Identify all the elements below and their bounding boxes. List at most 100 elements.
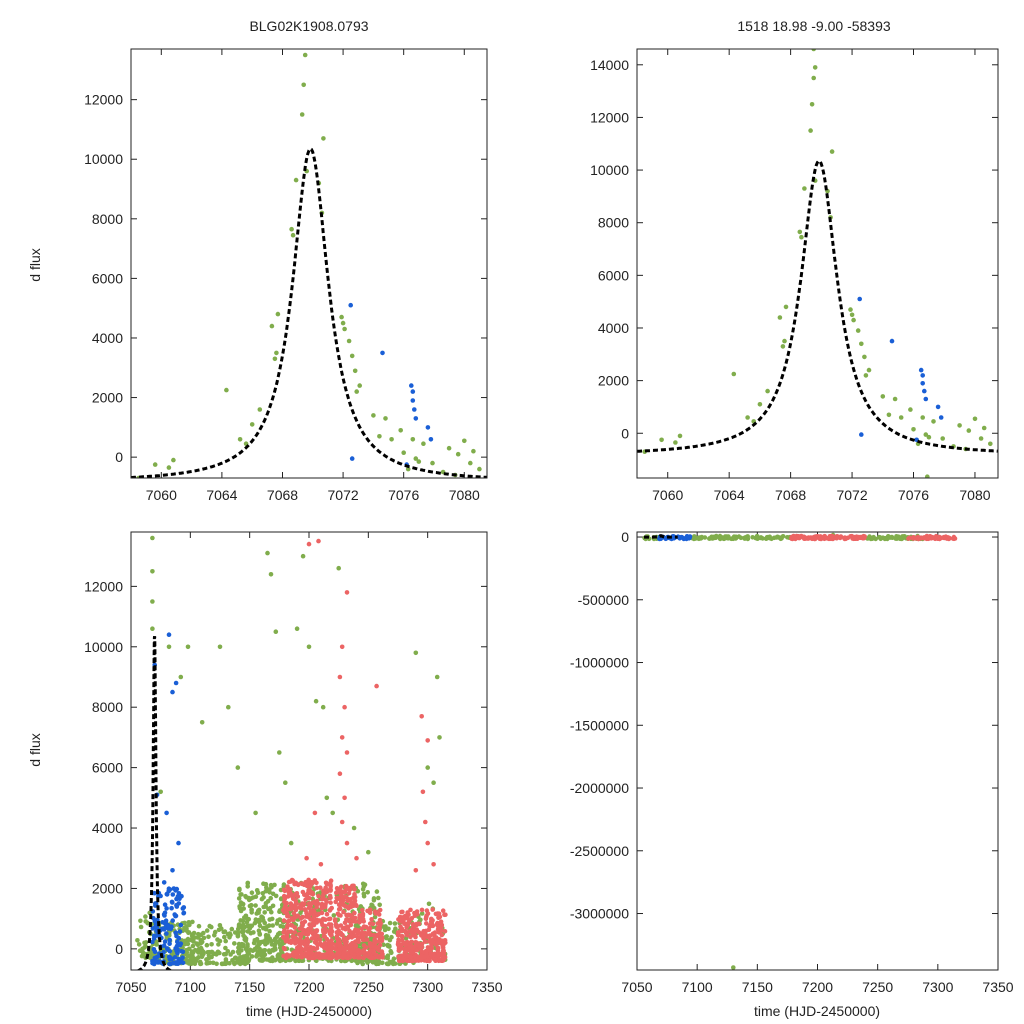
data-point-blue — [179, 949, 184, 954]
data-point-green — [182, 920, 187, 926]
data-point-red — [357, 917, 363, 922]
data-point-red — [828, 536, 834, 542]
data-point-red — [373, 939, 379, 945]
data-point-red — [315, 953, 320, 958]
data-point-blue — [170, 689, 175, 695]
data-point-red — [307, 922, 312, 927]
data-point-red — [295, 894, 301, 899]
title-right: 1518 18.98 -9.00 -58393 — [737, 18, 891, 34]
data-point-red — [327, 895, 333, 900]
data-point-red — [312, 913, 317, 919]
data-point-blue — [409, 383, 414, 388]
data-point-green — [277, 750, 282, 755]
data-point-red — [306, 541, 312, 547]
data-point-red — [300, 901, 305, 906]
data-point-green — [300, 553, 306, 559]
data-point-red — [404, 932, 410, 938]
data-point-green — [194, 941, 199, 946]
data-point-red — [294, 901, 299, 906]
data-point-red — [361, 933, 366, 939]
data-point-green — [241, 927, 246, 933]
data-point-green — [477, 466, 482, 472]
data-point-green — [277, 909, 282, 914]
data-point-red — [289, 916, 295, 921]
data-point-green — [339, 314, 344, 320]
data-point-green — [757, 402, 763, 407]
data-point-green — [235, 765, 241, 770]
data-point-blue — [151, 933, 157, 939]
title-left: BLG02K1908.0793 — [249, 18, 368, 34]
data-point-green — [150, 599, 155, 604]
data-point-red — [368, 955, 374, 960]
data-point-red — [288, 890, 294, 896]
data-point-green — [268, 895, 274, 901]
y-tick-label: 12000 — [84, 92, 123, 108]
data-point-green — [265, 550, 270, 556]
y-tick-label: 0 — [621, 425, 629, 441]
data-point-green — [267, 957, 273, 962]
data-point-green — [426, 901, 432, 907]
panel-frame — [636, 531, 999, 971]
data-point-green — [223, 945, 228, 951]
data-point-red — [300, 889, 306, 895]
data-point-red — [283, 954, 289, 960]
data-point-green — [265, 899, 271, 904]
data-point-green — [384, 934, 390, 939]
data-point-green — [731, 371, 737, 377]
data-point-green — [371, 905, 377, 911]
data-point-green — [877, 535, 883, 540]
data-point-green — [272, 957, 278, 963]
data-point-green — [866, 367, 872, 373]
data-point-green — [246, 951, 252, 956]
x-tick-label: 7064 — [206, 487, 237, 503]
data-point-blue — [181, 910, 187, 916]
data-point-green — [289, 226, 294, 232]
data-point-green — [232, 941, 237, 946]
panels: 7060 7064 7068 7072 7076 7080 0 2000 4000 6000 800… — [84, 48, 1014, 995]
data-point-red — [434, 954, 440, 959]
data-point-red — [348, 922, 354, 928]
data-point-red — [355, 931, 361, 936]
data-point-red — [399, 909, 404, 915]
data-point-green — [859, 341, 864, 347]
y-tick-label: 4000 — [92, 330, 123, 346]
data-point-red — [339, 644, 345, 650]
data-point-blue — [413, 416, 419, 421]
data-point-red — [282, 896, 288, 902]
data-point-green — [222, 934, 227, 940]
data-point-green — [150, 569, 155, 574]
data-point-red — [430, 907, 436, 912]
data-point-red — [341, 909, 346, 915]
data-point-blue — [167, 948, 173, 954]
data-point-red — [314, 945, 320, 951]
data-point-red — [367, 909, 373, 914]
data-point-red — [435, 945, 441, 951]
data-point-red — [283, 908, 289, 914]
data-point-green — [383, 416, 388, 421]
data-point-red — [360, 908, 365, 913]
data-point-red — [302, 919, 308, 924]
data-point-green — [376, 961, 381, 966]
data-point-green — [779, 536, 784, 541]
data-point-blue — [410, 389, 416, 394]
data-point-red — [327, 908, 333, 913]
data-point-green — [256, 917, 262, 923]
data-point-green — [340, 320, 346, 326]
x-tick-label: 7080 — [449, 487, 480, 503]
data-point-red — [397, 914, 403, 920]
data-point-green — [262, 910, 268, 915]
data-point-red — [282, 928, 287, 933]
data-point-green — [738, 535, 744, 541]
data-point-green — [808, 128, 813, 133]
x-tick-label: 7300 — [922, 979, 953, 995]
ylabel-bottom: d flux — [27, 733, 43, 766]
data-point-green — [220, 961, 226, 967]
data-point-green — [855, 328, 861, 333]
data-point-red — [845, 535, 851, 541]
data-point-blue — [920, 373, 925, 378]
data-point-red — [811, 534, 817, 540]
data-point-green — [354, 389, 360, 394]
data-point-green — [263, 881, 269, 887]
data-point-green — [224, 387, 229, 393]
data-point-red — [300, 923, 305, 928]
